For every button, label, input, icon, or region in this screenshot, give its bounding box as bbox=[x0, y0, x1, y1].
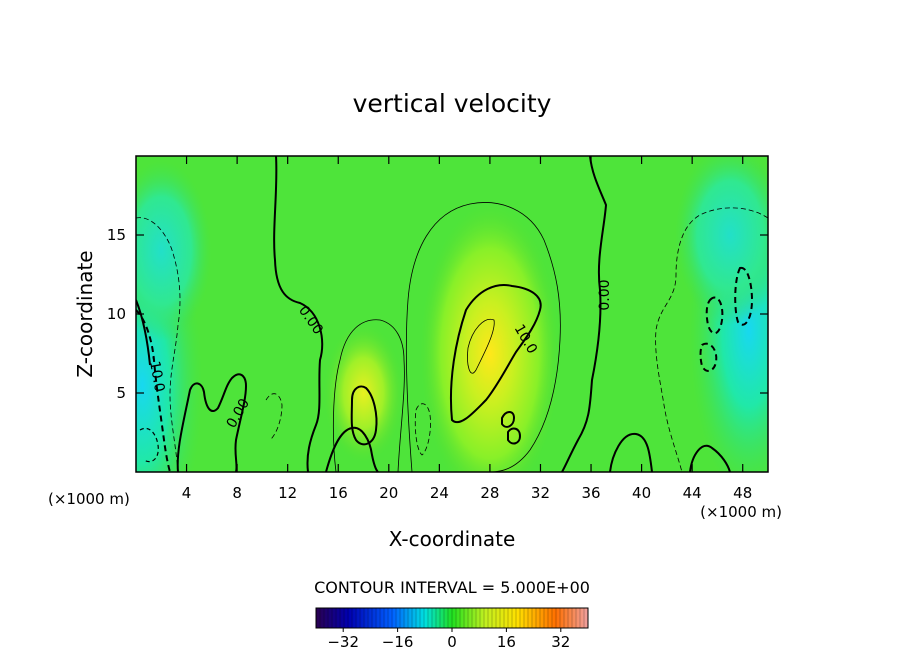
pos10-contour bbox=[350, 385, 378, 446]
x-tick-label: 8 bbox=[232, 484, 242, 502]
contour-interval-text: CONTOUR INTERVAL = 5.000E+00 bbox=[314, 578, 590, 597]
pos5-contour bbox=[405, 202, 561, 472]
neg10-contour bbox=[734, 266, 754, 326]
x-axis: 4 8 12 16 20 24 28 32 36 40 44 48 bbox=[182, 156, 752, 502]
y-tick-label: 10 bbox=[107, 305, 126, 323]
shade-blob-left-upper bbox=[136, 160, 212, 341]
colorbar-tick-label: 0 bbox=[447, 633, 457, 651]
contour-label: -10.0 bbox=[145, 355, 167, 393]
y-axis-label: Z-coordinate bbox=[73, 250, 97, 377]
neg5-contour bbox=[265, 393, 283, 441]
colorbar: −32 −16 0 16 32 bbox=[315, 607, 589, 651]
x-tick-label: 48 bbox=[733, 484, 752, 502]
pos10-contour bbox=[507, 427, 522, 445]
pos10-contour bbox=[449, 284, 542, 423]
contour-lines bbox=[136, 156, 768, 472]
x-tick-label: 44 bbox=[683, 484, 702, 502]
x-tick-label: 36 bbox=[581, 484, 600, 502]
neg5-contour bbox=[414, 403, 431, 456]
pos5-contour bbox=[467, 318, 495, 374]
x-unit-left: (×1000 m) bbox=[48, 490, 130, 508]
y-axis: 5 10 15 bbox=[107, 226, 768, 402]
chart-title: vertical velocity bbox=[353, 89, 552, 118]
field-shading bbox=[136, 156, 768, 472]
colorbar-tick-label: −16 bbox=[382, 633, 414, 651]
zero-contour bbox=[561, 156, 608, 472]
zero-contour bbox=[176, 373, 248, 472]
colorbar-ticks: −32 −16 0 16 32 bbox=[327, 628, 570, 651]
x-tick-label: 32 bbox=[531, 484, 550, 502]
x-axis-label: X-coordinate bbox=[389, 527, 516, 551]
zero-contour bbox=[136, 299, 151, 366]
x-tick-label: 40 bbox=[632, 484, 651, 502]
zero-contour bbox=[273, 156, 324, 472]
x-unit-right: (×1000 m) bbox=[700, 503, 782, 521]
neg10-contour bbox=[699, 342, 718, 372]
colorbar-cells bbox=[319, 608, 585, 628]
x-tick-label: 12 bbox=[278, 484, 297, 502]
zero-contour bbox=[609, 432, 653, 472]
colorbar-tick-label: −32 bbox=[327, 633, 359, 651]
y-tick-label: 5 bbox=[116, 384, 126, 402]
shade-blob-secondary bbox=[323, 323, 404, 463]
neg10-contour bbox=[705, 296, 724, 335]
x-tick-label: 4 bbox=[182, 484, 192, 502]
neg5-contour bbox=[655, 207, 768, 472]
pos10-contour bbox=[501, 411, 516, 428]
pos5-contour bbox=[333, 319, 405, 472]
x-tick-label: 20 bbox=[379, 484, 398, 502]
colorbar-tick-label: 32 bbox=[551, 633, 570, 651]
x-tick-label: 16 bbox=[329, 484, 348, 502]
shade-blob-0 bbox=[419, 203, 560, 472]
zero-contour bbox=[689, 444, 731, 472]
x-tick-label: 24 bbox=[430, 484, 449, 502]
y-tick-label: 15 bbox=[107, 226, 126, 244]
shade-blob-right-upper bbox=[675, 156, 768, 325]
zero-contour bbox=[325, 426, 379, 472]
x-tick-label: 28 bbox=[480, 484, 499, 502]
neg10-contour bbox=[136, 309, 171, 472]
contour-label: 0.00 bbox=[597, 279, 613, 310]
colorbar-tick-label: 16 bbox=[497, 633, 516, 651]
neg10-contour bbox=[139, 427, 159, 463]
